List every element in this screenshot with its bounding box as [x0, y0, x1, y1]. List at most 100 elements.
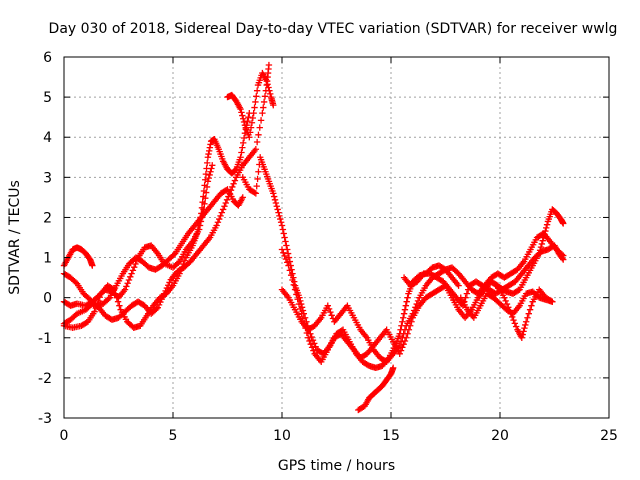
data-point [464, 286, 472, 293]
data-point [293, 291, 300, 298]
data-point [121, 286, 129, 293]
data-point [549, 298, 556, 305]
data-point [260, 98, 268, 106]
data-point [198, 204, 206, 212]
y-tick-label: -1 [38, 331, 52, 347]
data-point [155, 301, 163, 309]
data-point [304, 334, 312, 341]
data-point [291, 286, 299, 293]
data-point [272, 199, 280, 207]
data-point [128, 270, 135, 277]
data-point [403, 298, 410, 305]
data-point [199, 199, 206, 206]
data-point [536, 247, 544, 254]
data-point [157, 298, 164, 306]
data-point [129, 267, 137, 274]
data-point [165, 282, 172, 289]
data-point [515, 287, 522, 294]
data-point [280, 249, 287, 256]
data-point [256, 124, 263, 131]
grid [64, 57, 609, 418]
y-tick-label: 0 [43, 291, 52, 307]
data-point [239, 139, 247, 147]
data-point [255, 131, 262, 139]
data-point [281, 234, 288, 241]
data-point [113, 294, 120, 301]
data-point [455, 282, 462, 289]
y-axis-label: SDTVAR / TECUs [7, 180, 23, 295]
y-tick-label: 5 [43, 90, 52, 106]
data-point [246, 129, 254, 136]
data-point [403, 334, 410, 341]
data-point [205, 150, 212, 158]
data-point [278, 246, 286, 253]
data-point [396, 350, 403, 358]
data-point [274, 206, 281, 213]
data-point [270, 190, 277, 197]
data-point [218, 209, 226, 216]
data-points [60, 61, 567, 414]
data-point [252, 98, 259, 106]
data-point [206, 144, 214, 151]
data-point [240, 134, 248, 142]
data-point [299, 315, 307, 322]
data-point [253, 182, 260, 190]
y-tick-label: 6 [43, 50, 52, 66]
data-point [214, 219, 222, 226]
data-point [389, 364, 397, 372]
data-point [112, 290, 119, 297]
series-track-d [60, 186, 246, 309]
data-point [540, 234, 547, 241]
data-point [202, 170, 210, 178]
chart-title: Day 030 of 2018, Sidereal Day-to-day VTE… [49, 21, 618, 37]
data-point [181, 257, 188, 264]
x-tick-label: 0 [60, 428, 69, 444]
data-point [105, 295, 112, 303]
data-point [127, 273, 134, 281]
data-point [295, 300, 303, 308]
data-point [91, 308, 98, 315]
plot-frame [63, 56, 610, 419]
data-point [538, 240, 546, 248]
data-point [209, 162, 216, 169]
data-point [327, 308, 334, 316]
data-point [253, 138, 261, 146]
data-point [200, 193, 207, 200]
data-point [303, 329, 311, 337]
x-tick-label: 15 [382, 428, 400, 444]
data-point [225, 193, 232, 200]
data-point [153, 305, 160, 313]
y-tick-label: 2 [43, 210, 52, 226]
data-point [501, 294, 508, 301]
y-tick-label: 1 [43, 251, 52, 267]
data-point [402, 302, 410, 309]
data-point [399, 344, 406, 351]
series-track-f [224, 69, 277, 141]
data-point [405, 326, 413, 333]
data-point [249, 114, 256, 122]
data-point [247, 124, 255, 131]
data-point [238, 149, 245, 156]
data-point [539, 237, 546, 244]
data-point [267, 90, 274, 98]
data-point [116, 302, 123, 309]
data-point [245, 113, 252, 121]
data-point [510, 316, 517, 324]
data-point [519, 331, 526, 338]
data-point [283, 242, 290, 249]
data-point [170, 251, 178, 258]
y-tick-label: 4 [43, 130, 52, 146]
data-point [239, 144, 246, 151]
data-point [166, 279, 173, 286]
x-tick-label: 10 [273, 428, 291, 444]
data-point [229, 183, 236, 191]
series-track-b [60, 162, 216, 309]
series-track-g [239, 154, 462, 372]
data-point [213, 222, 220, 229]
data-point [302, 324, 309, 332]
data-point [542, 227, 549, 235]
data-point [308, 344, 316, 351]
data-point [560, 220, 567, 227]
data-point [290, 281, 297, 289]
data-point [200, 187, 208, 195]
